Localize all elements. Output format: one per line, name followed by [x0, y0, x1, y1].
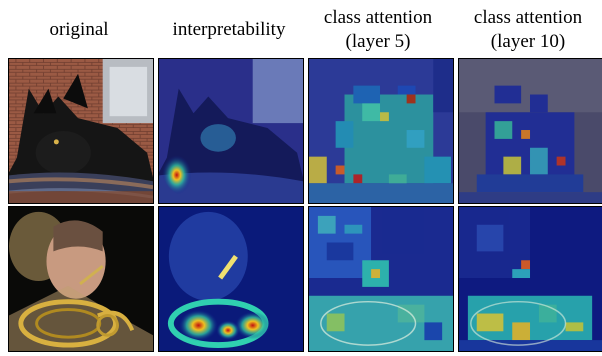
- column-subtitle: (layer 10): [490, 31, 566, 52]
- column-header-class-attention-layer10: class attention (layer 10): [453, 6, 602, 64]
- column-title: class attention: [323, 7, 433, 28]
- column-title: original: [49, 19, 109, 40]
- column-header-interpretability: interpretability: [154, 18, 304, 76]
- image-dog-original: [8, 58, 154, 204]
- image-horn-class-attention-layer5: [308, 206, 454, 352]
- column-subtitle: (layer 5): [345, 31, 411, 52]
- image-dog-interpretability: [158, 58, 304, 204]
- column-title: class attention: [473, 7, 583, 28]
- image-horn-interpretability: [158, 206, 304, 352]
- column-header-original: original: [4, 18, 154, 76]
- image-dog-class-attention-layer10: [458, 58, 602, 204]
- image-horn-original: [8, 206, 154, 352]
- image-horn-class-attention-layer10: [458, 206, 602, 352]
- image-dog-class-attention-layer5: [308, 58, 454, 204]
- column-title: interpretability: [172, 19, 286, 40]
- column-header-class-attention-layer5: class attention (layer 5): [303, 6, 453, 64]
